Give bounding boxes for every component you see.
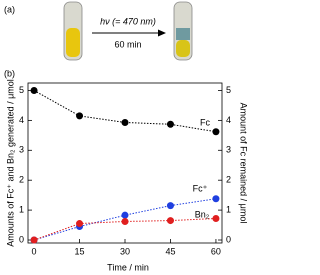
- data-point: [212, 214, 220, 222]
- data-point: [166, 217, 174, 225]
- panel-label: (a): [4, 4, 15, 14]
- data-point: [121, 211, 129, 219]
- series-label: Bn₂: [195, 209, 210, 219]
- x-tick-label: 30: [120, 246, 130, 256]
- data-point: [76, 220, 84, 228]
- x-tick-label: 0: [32, 246, 37, 256]
- panel-label: (b): [4, 68, 15, 78]
- x-tick-label: 60: [211, 246, 221, 256]
- figure: (a) hν (= 470 nm) 60 min (b) Time / min …: [4, 1, 249, 272]
- x-tick-label: 15: [75, 246, 85, 256]
- arrow-head: [158, 29, 166, 37]
- y2-tick-label: 5: [226, 85, 231, 95]
- data-point: [121, 217, 129, 225]
- data-point: [76, 112, 84, 120]
- y-tick-label: 3: [19, 145, 24, 155]
- y2-tick-label: 4: [226, 115, 231, 125]
- series-label: Fc⁺: [193, 183, 208, 193]
- data-point: [121, 118, 129, 126]
- vial-before: [63, 1, 83, 61]
- data-point: [166, 202, 174, 210]
- y-tick-label: 2: [19, 175, 24, 185]
- vial-after: [173, 1, 193, 61]
- condition: hν (= 470 nm): [100, 16, 156, 26]
- data-point: [30, 86, 38, 94]
- series-label: Fc: [200, 117, 210, 127]
- data-point: [30, 236, 38, 244]
- x-tick-label: 45: [165, 246, 175, 256]
- y-axis-label: Amounts of Fc⁺ and Bn₂ generated / μmol: [5, 79, 15, 247]
- y2-tick-label: 2: [226, 175, 231, 185]
- y-tick-label: 4: [19, 115, 24, 125]
- y-tick-label: 1: [19, 204, 24, 214]
- data-point: [212, 195, 220, 203]
- y2-axis-label: Amount of Fc remained / μmol: [239, 103, 249, 224]
- y2-tick-label: 0: [226, 234, 231, 244]
- duration: 60 min: [114, 39, 141, 49]
- data-point: [166, 120, 174, 128]
- x-axis-label: Time / min: [107, 262, 149, 272]
- y2-tick-label: 3: [226, 145, 231, 155]
- y-tick-label: 0: [19, 234, 24, 244]
- y2-tick-label: 1: [226, 204, 231, 214]
- data-point: [212, 128, 220, 136]
- y-tick-label: 5: [19, 85, 24, 95]
